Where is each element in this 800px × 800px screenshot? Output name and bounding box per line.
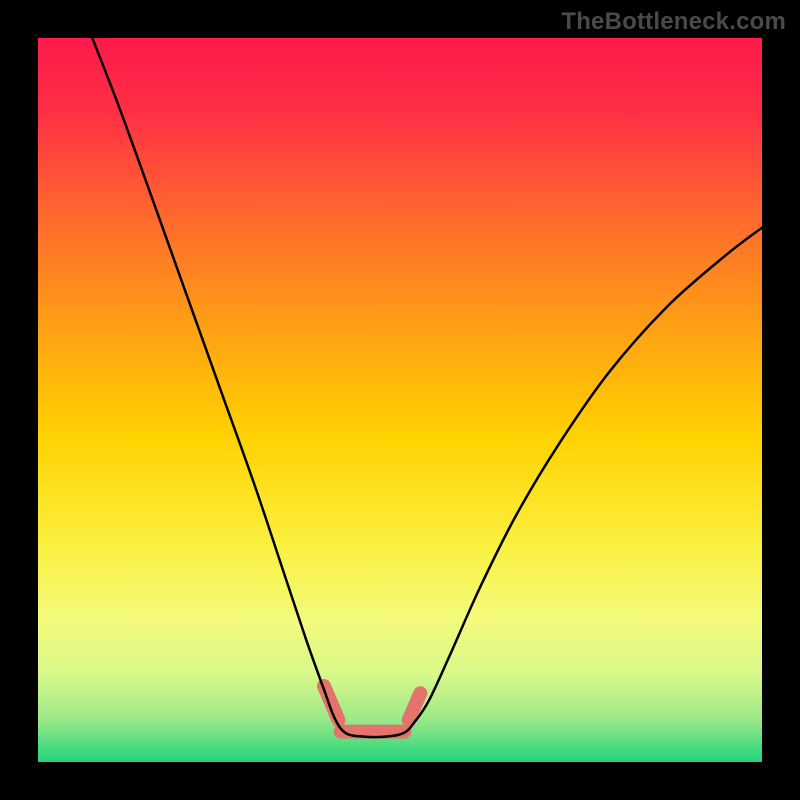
bottleneck-curve-chart [0, 0, 800, 800]
watermark-text: TheBottleneck.com [561, 8, 786, 36]
chart-stage: TheBottleneck.com [0, 0, 800, 800]
gradient-background [38, 38, 762, 762]
